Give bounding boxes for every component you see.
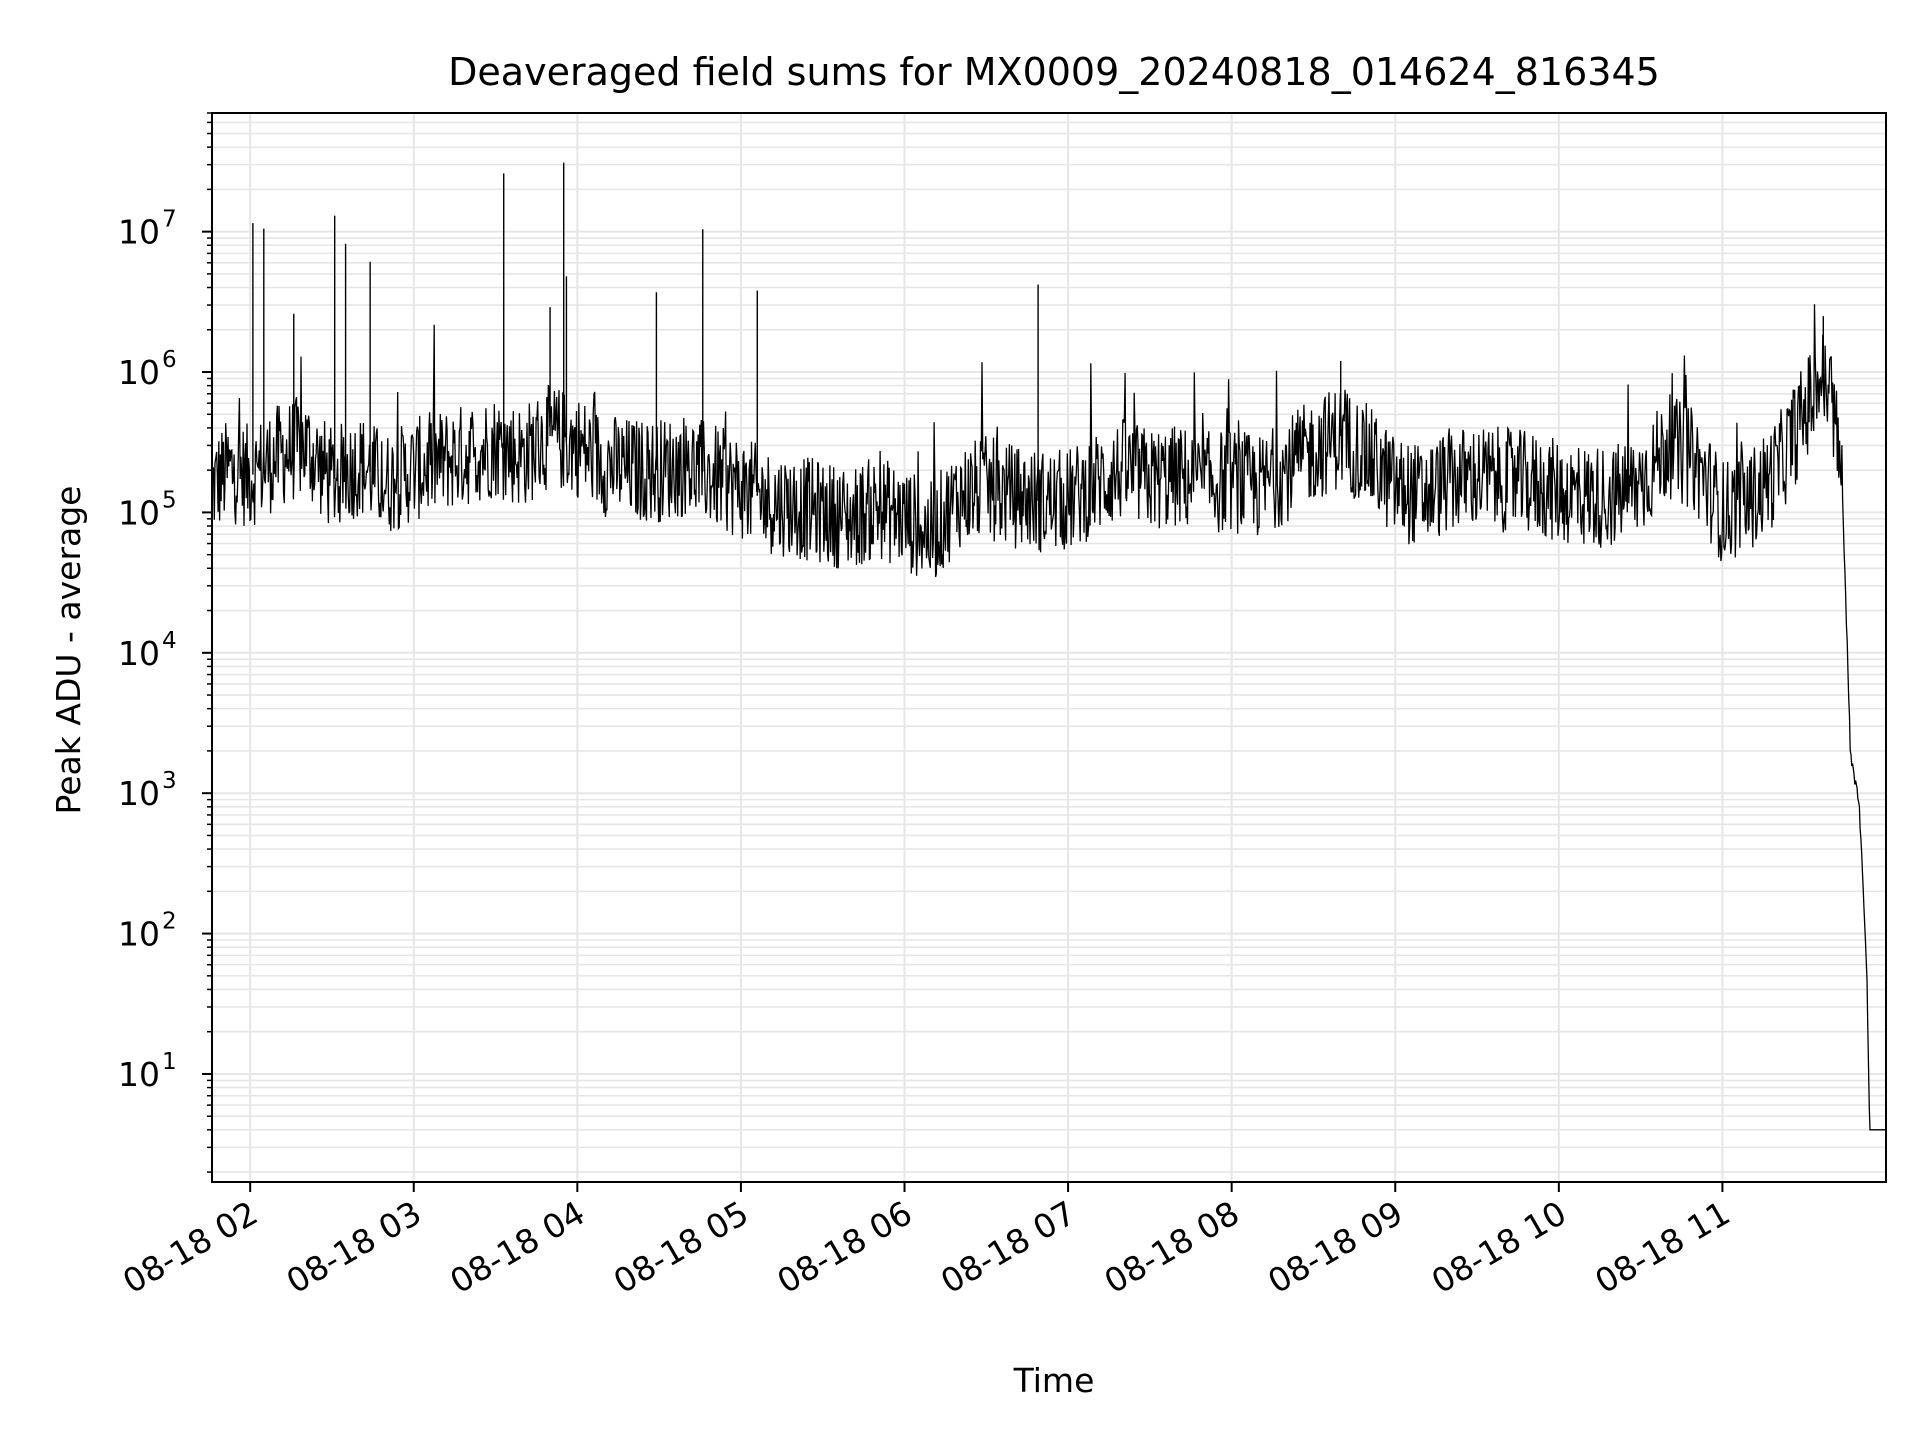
x-axis-label: Time — [1013, 1361, 1095, 1400]
y-axis-label: Peak ADU - average — [49, 486, 88, 815]
y-tick-label: 10 — [118, 915, 160, 954]
y-tick-label-exponent: 1 — [162, 1049, 177, 1075]
x-tick-label: 08-18 06 — [771, 1193, 919, 1301]
x-tick-label: 08-18 08 — [1098, 1193, 1246, 1301]
x-tick-label: 08-18 04 — [443, 1193, 591, 1301]
y-tick-label: 10 — [118, 1055, 160, 1094]
y-tick-label-exponent: 6 — [162, 347, 177, 373]
grid — [212, 112, 1886, 1182]
x-tick-label: 08-18 02 — [116, 1193, 264, 1301]
series-line — [211, 304, 1886, 1131]
y-tick-label-exponent: 3 — [162, 768, 177, 794]
series-layer — [211, 162, 1886, 1131]
y-tick-label: 10 — [118, 353, 160, 392]
x-tick-label: 08-18 03 — [280, 1193, 428, 1301]
x-tick-label: 08-18 10 — [1425, 1193, 1573, 1301]
y-tick-label: 10 — [118, 634, 160, 673]
y-tick-label: 10 — [118, 774, 160, 813]
x-tick-label: 08-18 09 — [1261, 1193, 1409, 1301]
y-tick-label: 10 — [118, 213, 160, 252]
y-tick-label-exponent: 2 — [162, 909, 177, 935]
y-tick-label: 10 — [118, 493, 160, 532]
x-axis-ticks: 08-18 02 08-18 03 08-18 04 08-18 05 08-18 06… — [116, 1182, 1736, 1301]
x-tick-label: 08-18 11 — [1588, 1193, 1736, 1301]
x-tick-label: 08-18 05 — [607, 1193, 755, 1301]
y-tick-label-exponent: 4 — [162, 628, 177, 654]
y-tick-label-exponent: 5 — [162, 487, 177, 513]
y-tick-label-exponent: 7 — [162, 207, 177, 233]
x-tick-label: 08-18 07 — [934, 1193, 1082, 1301]
plot-frame — [211, 112, 1887, 1183]
chart-title: Deaveraged field sums for MX0009_2024081… — [448, 50, 1660, 94]
